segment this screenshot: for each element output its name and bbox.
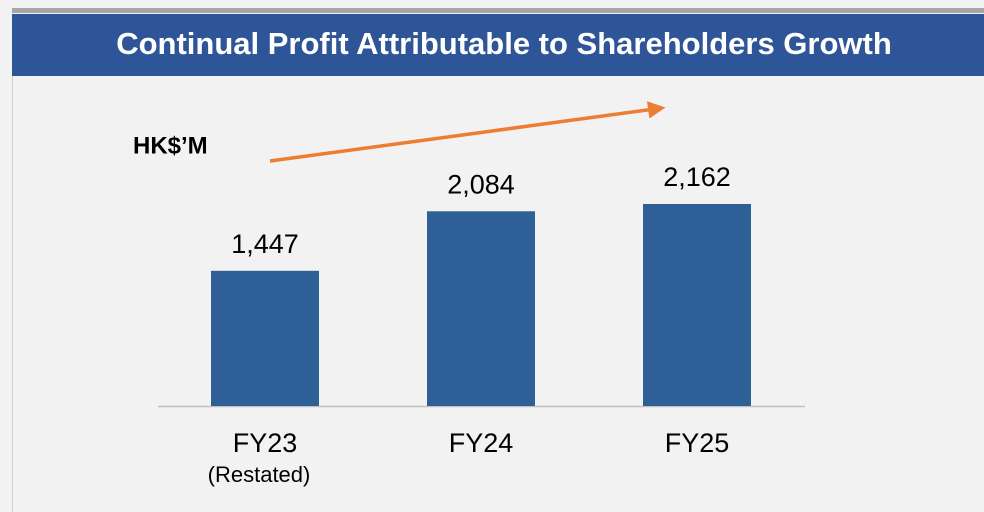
x-tick-label: FY25 xyxy=(665,428,730,458)
value-label: 2,162 xyxy=(663,162,731,192)
x-tick-sublabel: (Restated) xyxy=(208,462,311,487)
bar xyxy=(643,204,751,406)
value-label: 2,084 xyxy=(447,169,515,199)
x-tick-label: FY24 xyxy=(449,428,514,458)
growth-arrow xyxy=(269,101,666,163)
title-bar xyxy=(12,14,984,76)
unit-label: HK$’M xyxy=(133,132,208,159)
value-label: 1,447 xyxy=(231,229,299,259)
x-tick-label: FY23 xyxy=(233,428,298,458)
bar xyxy=(427,211,535,406)
chart-title: Continual Profit Attributable to Shareho… xyxy=(116,26,892,61)
bar xyxy=(211,270,319,406)
header-rule xyxy=(12,8,984,13)
